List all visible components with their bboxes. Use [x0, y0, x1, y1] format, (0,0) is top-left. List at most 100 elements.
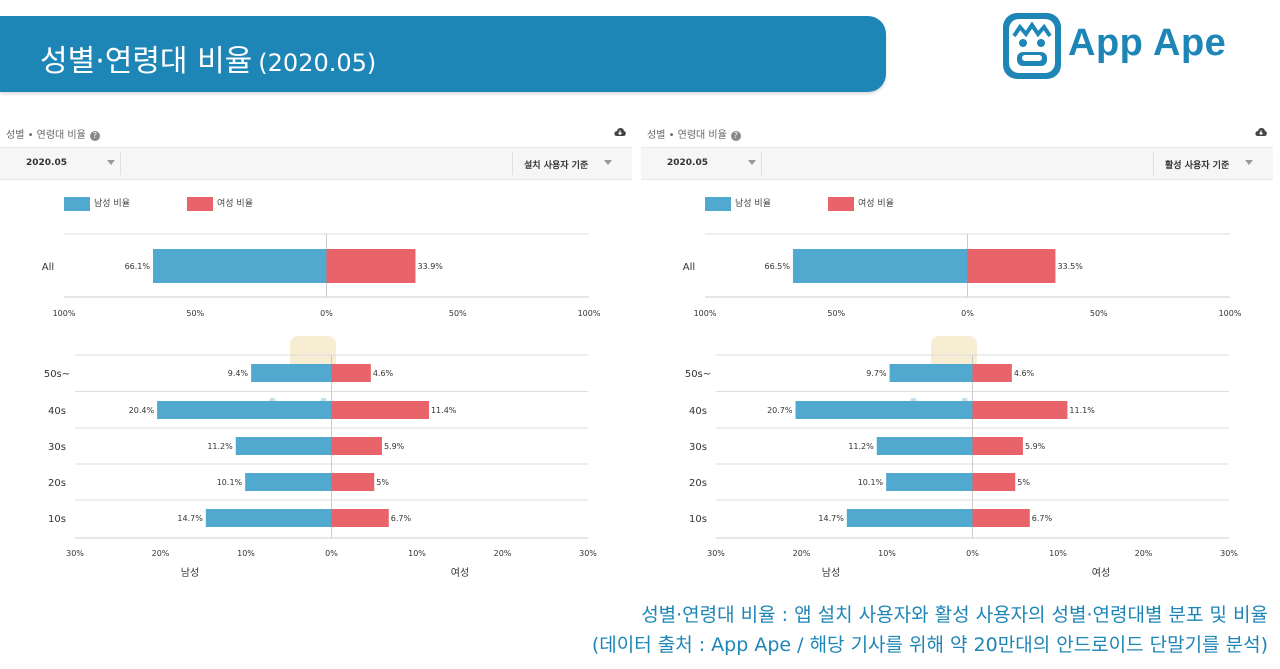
tick-label: 30%	[707, 549, 725, 558]
chevron-down-icon[interactable]	[748, 160, 756, 165]
legend-swatch-male	[64, 196, 90, 211]
data-label-male: 20.4%	[129, 406, 155, 415]
tick-label: 100%	[578, 309, 601, 318]
legend-female: 여성 비율	[828, 196, 894, 211]
bar-male	[205, 509, 332, 527]
basis-select[interactable]: 활성 사용자 기준	[1165, 161, 1230, 171]
legend-swatch-male	[705, 196, 731, 211]
chart-panel-install: 성별 • 연령대 비율? 2020.05 설치 사용자 기준 남성 비율 여성 …	[0, 122, 632, 587]
data-label-female: 4.6%	[1014, 369, 1035, 378]
data-label-female: 33.5%	[1057, 262, 1083, 271]
category-label: 20s	[48, 478, 66, 489]
axis-label-female: 여성	[1092, 567, 1110, 579]
data-label-male: 11.2%	[207, 442, 233, 451]
bar-female	[331, 509, 389, 527]
help-icon[interactable]: ?	[89, 131, 100, 141]
data-label-female: 5%	[376, 478, 389, 487]
tick-label: 100%	[1219, 309, 1242, 318]
data-label-female: 6.7%	[391, 514, 412, 523]
tick-label: 50%	[449, 309, 467, 318]
bar-male	[251, 364, 332, 382]
bar-female	[972, 401, 1068, 419]
panel-header: 성별 • 연령대 비율?	[647, 126, 741, 141]
axis-label-male: 남성	[181, 567, 199, 579]
bar-female	[972, 437, 1023, 455]
tick-label: 100%	[53, 309, 76, 318]
bar-female	[972, 509, 1030, 527]
bar-male	[795, 401, 973, 419]
tick-label: 100%	[694, 309, 717, 318]
bar-female-all	[326, 249, 416, 283]
app-ape-logo: App Ape	[1000, 10, 1270, 84]
tick-label: 0%	[961, 309, 974, 318]
data-label-female: 11.1%	[1069, 406, 1095, 415]
panel-header: 성별 • 연령대 비율?	[6, 126, 100, 141]
date-select[interactable]: 2020.05	[26, 158, 67, 168]
bar-female-all	[967, 249, 1056, 283]
bar-male	[157, 401, 332, 419]
bar-male	[245, 473, 332, 491]
category-label: All	[683, 262, 695, 273]
bar-female	[331, 473, 375, 491]
category-label: 30s	[48, 442, 66, 453]
tick-label: 10%	[408, 549, 426, 558]
tick-label: 30%	[579, 549, 597, 558]
tick-label: 50%	[1090, 309, 1108, 318]
category-label: 30s	[689, 442, 707, 453]
legend-swatch-female	[828, 196, 854, 211]
filter-bar: 2020.05 활성 사용자 기준	[641, 147, 1273, 180]
category-label: 20s	[689, 478, 707, 489]
divider	[1153, 152, 1154, 175]
bar-female	[331, 401, 429, 419]
tick-label: 20%	[1135, 549, 1153, 558]
tick-label: 20%	[152, 549, 170, 558]
chevron-down-icon[interactable]	[107, 160, 115, 165]
category-label: 10s	[48, 514, 66, 525]
data-label-male: 9.4%	[228, 369, 249, 378]
tick-label: 20%	[793, 549, 811, 558]
bar-male	[889, 364, 973, 382]
divider	[761, 152, 762, 175]
data-label-female: 6.7%	[1032, 514, 1053, 523]
filter-bar: 2020.05 설치 사용자 기준	[0, 147, 632, 180]
data-label-female: 11.4%	[431, 406, 457, 415]
category-label: All	[42, 262, 54, 273]
legend-male: 남성 비율	[705, 196, 771, 211]
chart-panel-active: 성별 • 연령대 비율? 2020.05 활성 사용자 기준 남성 비율 여성 …	[641, 122, 1273, 587]
date-select[interactable]: 2020.05	[667, 158, 708, 168]
category-label: 40s	[689, 406, 707, 417]
tick-label: 50%	[827, 309, 845, 318]
help-icon[interactable]: ?	[730, 131, 741, 141]
bar-female	[972, 364, 1012, 382]
cloud-download-icon[interactable]	[614, 126, 626, 138]
legend-male: 남성 비율	[64, 196, 130, 211]
basis-select[interactable]: 설치 사용자 기준	[524, 161, 589, 171]
cloud-download-icon[interactable]	[1255, 126, 1267, 138]
caption-line-1: 성별·연령대 비율 : 앱 설치 사용자와 활성 사용자의 성별·연령대별 분포…	[641, 604, 1268, 626]
data-label-male: 14.7%	[177, 514, 203, 523]
category-label: 50s~	[44, 369, 70, 380]
axis-label-female: 여성	[451, 567, 469, 579]
category-label: 40s	[48, 406, 66, 417]
bar-male-all	[792, 249, 968, 283]
chevron-down-icon[interactable]	[604, 160, 612, 165]
tick-label: 50%	[186, 309, 204, 318]
data-label-male: 20.7%	[767, 406, 793, 415]
data-label-male: 10.1%	[217, 478, 243, 487]
chevron-down-icon[interactable]	[1245, 160, 1253, 165]
tick-label: 10%	[878, 549, 896, 558]
ape-mascot-icon	[1003, 13, 1061, 79]
tick-label: 30%	[66, 549, 84, 558]
bar-male-all	[152, 249, 327, 283]
legend-swatch-female	[187, 196, 213, 211]
page-subtitle: (2020.05)	[258, 49, 377, 77]
title-banner: 성별·연령대 비율 (2020.05)	[0, 16, 886, 92]
bar-female	[331, 364, 371, 382]
divider	[120, 152, 121, 175]
tick-label: 30%	[1220, 549, 1238, 558]
data-label-female: 33.9%	[417, 262, 443, 271]
category-label: 10s	[689, 514, 707, 525]
caption-line-2: (데이터 출처 : App Ape / 해당 기사를 위해 약 20만대의 안드…	[591, 634, 1268, 656]
